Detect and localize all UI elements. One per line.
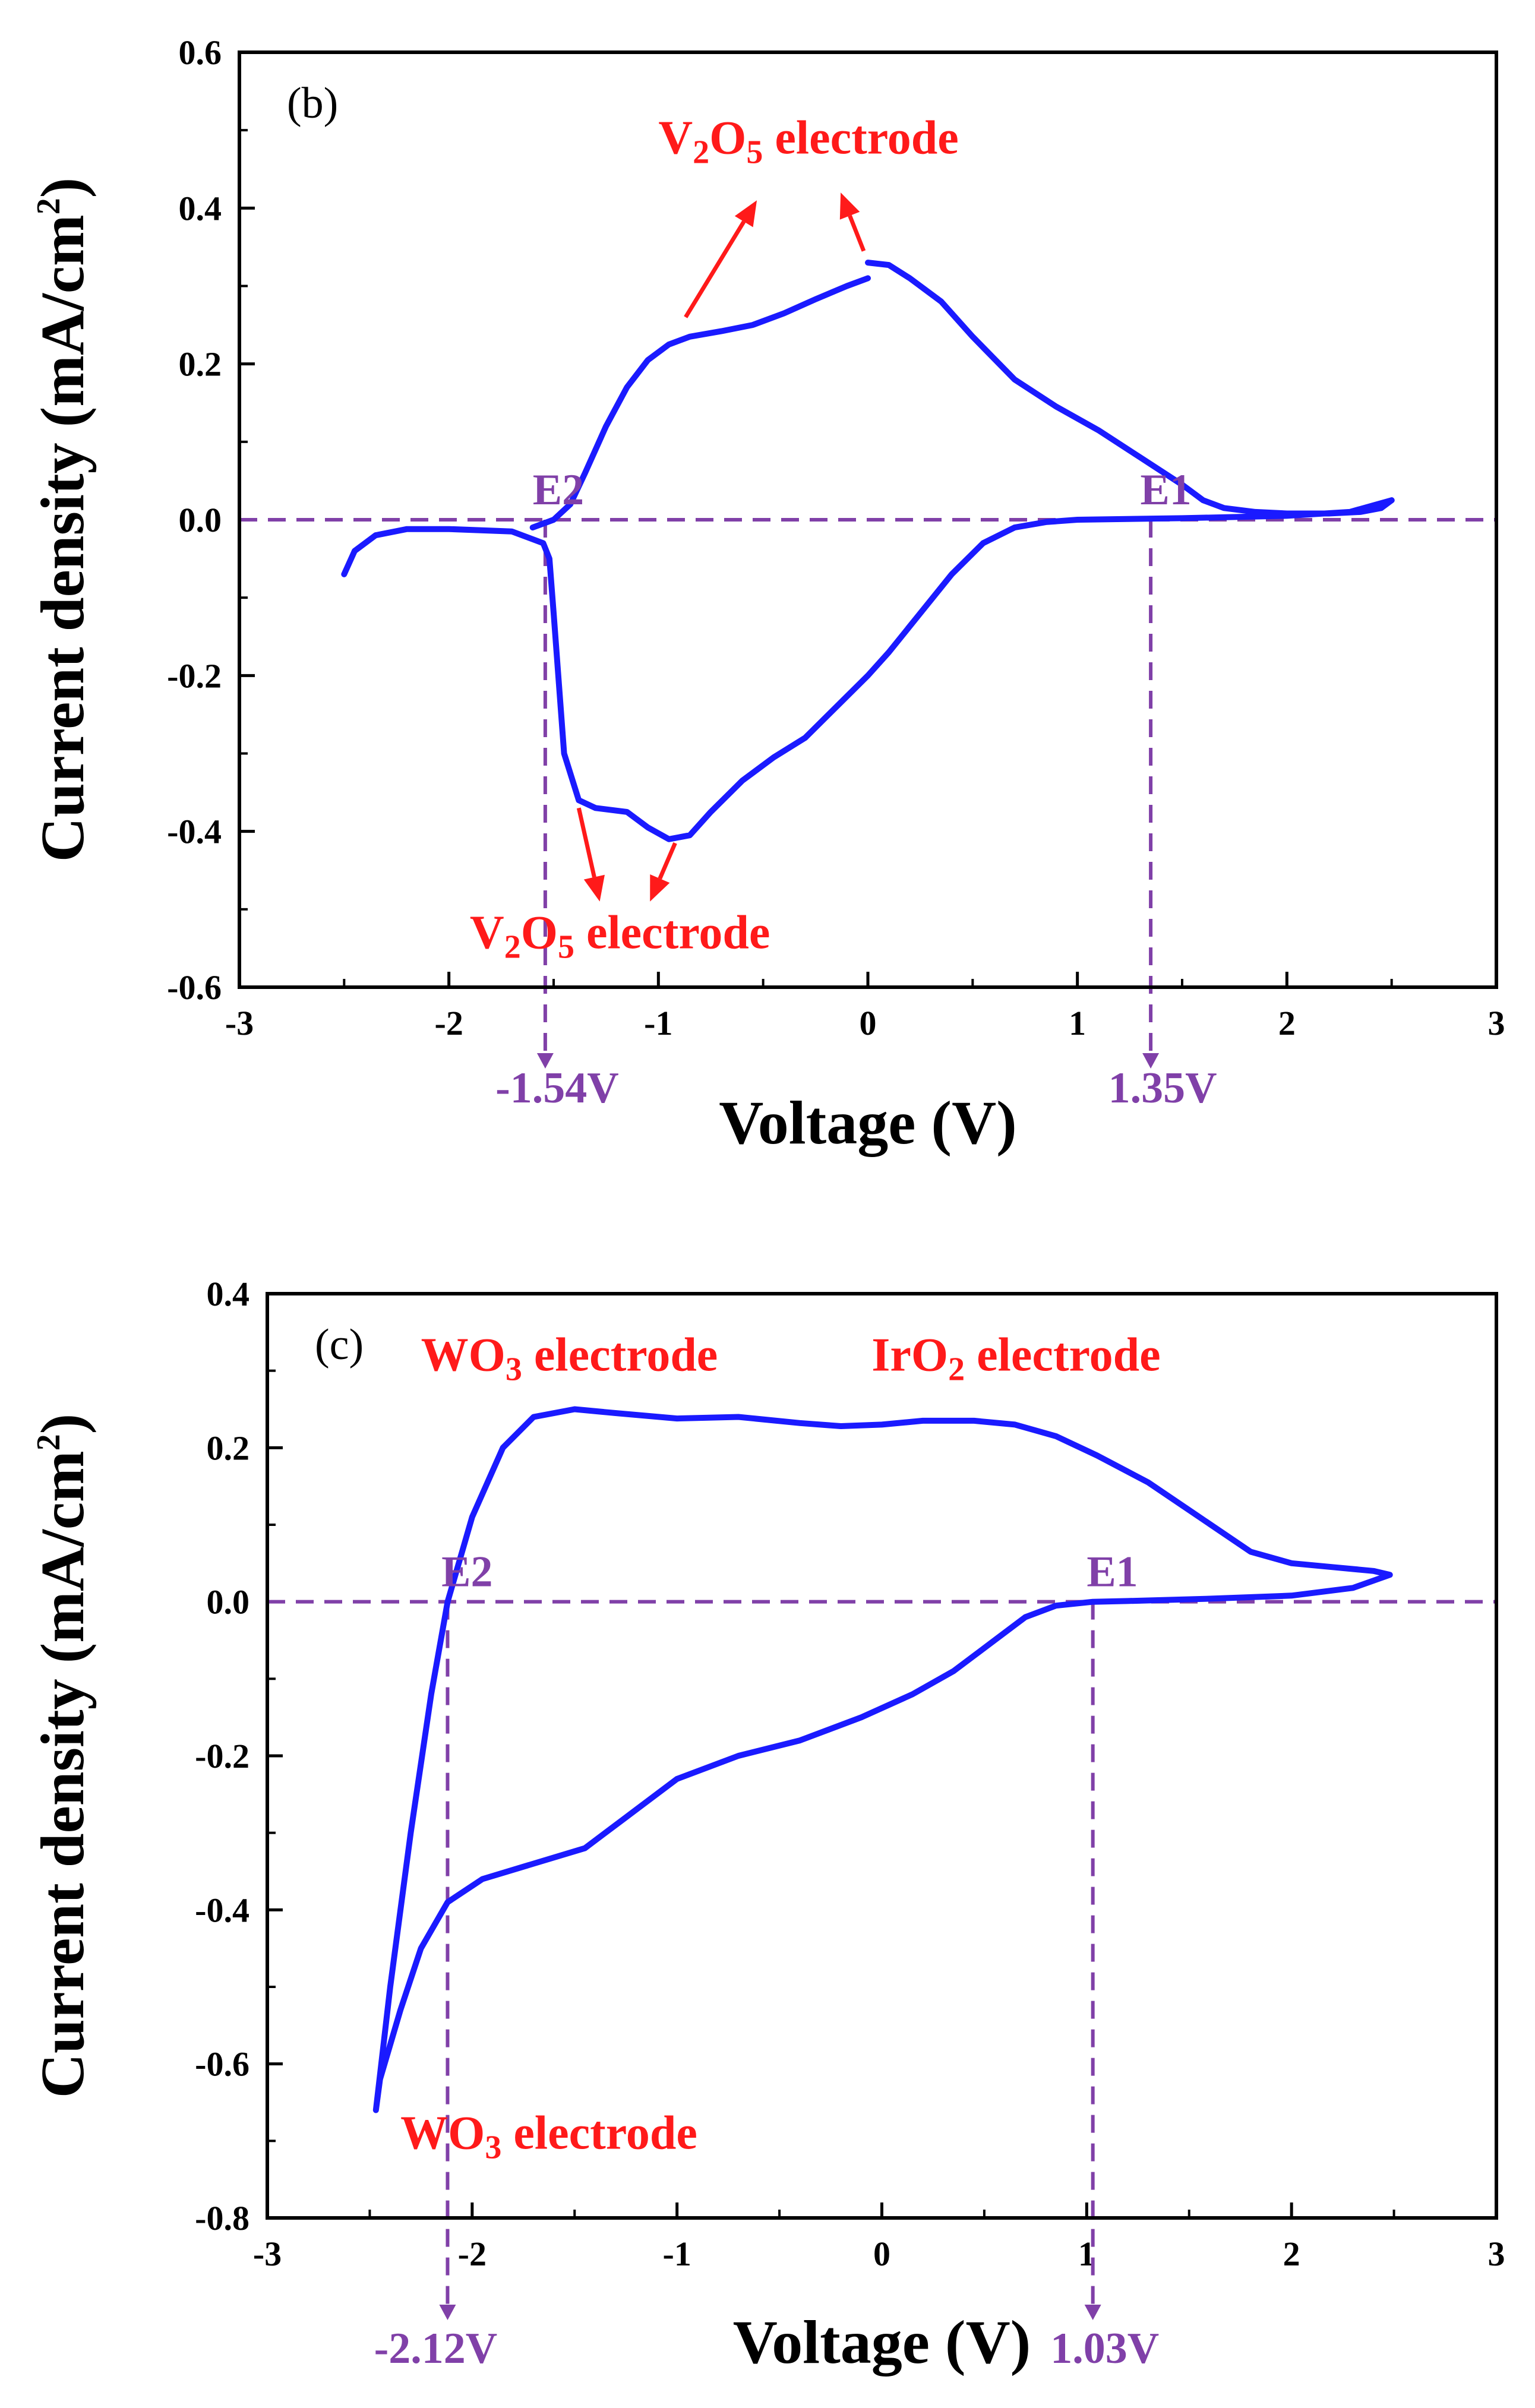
y-tick-label: 0.0 [207,1583,250,1622]
y-tick-label: -0.2 [167,656,222,695]
y-tick-label: 0.2 [179,345,222,384]
y-tick-label: -0.2 [195,1737,249,1775]
y-tick-label: -0.4 [167,813,222,851]
y-tick-label: -0.6 [195,2045,249,2084]
y-tick-label: 0.2 [207,1429,250,1467]
voltage-value-label: -1.54V [495,1064,619,1113]
plot-frame [266,1292,1498,2220]
x-axis-title: Voltage (V) [733,2308,1031,2377]
x-tick-label: -3 [253,2235,282,2273]
x-tick-label: -1 [644,1004,672,1042]
x-tick-label: -1 [663,2235,691,2273]
y-tick-label: 0.4 [207,1275,250,1313]
x-tick-label: 0 [860,1004,877,1042]
voltage-value-label: 1.03V [1050,2324,1159,2373]
panel-label: (b) [287,79,338,128]
plot-frame [238,50,1498,989]
electrode-label: WO3 electrode [421,1329,718,1388]
y-axis-title: Current density (mA/cm2) [29,1414,97,2099]
y-tick-label: -0.4 [195,1891,249,1929]
annotation-arrow [576,807,596,878]
data-series-lower-sweep [341,497,1395,842]
y-tick-label: -0.8 [195,2199,249,2238]
x-tick-label: 1 [1069,1004,1086,1042]
annotation-arrowhead [583,874,605,902]
chart-panel-b: -3 -2 -1 0 1 2 3 -0.6 -0.4 -0.2 0.0 0.2 0.4 0.6 -1.54V… [29,33,1505,1157]
x-tick-label: -2 [458,2235,487,2273]
voltage-arrowhead [1142,1053,1160,1069]
point-label-E2: E2 [441,1548,492,1597]
chart-panel-c: -3 -2 -1 0 1 2 3-0.8-0.6-0.4-0.20.00.20.4-2.12… [29,1275,1505,2377]
x-tick-label: -2 [435,1004,463,1042]
point-label-E2: E2 [533,466,584,514]
annotation-arrowhead [734,200,757,227]
voltage-arrowhead [439,2305,456,2320]
y-tick-label: 0.6 [179,33,222,72]
point-label-E1: E1 [1140,466,1191,514]
x-axis-title: Voltage (V) [719,1089,1017,1157]
x-tick-label: 0 [873,2235,890,2273]
x-tick-label: -3 [225,1004,254,1042]
data-series-cv-loop [372,1406,1393,2113]
annotation-arrowhead [839,192,860,220]
data-series-upper-sweep-1 [529,275,871,531]
voltage-arrowhead [1084,2305,1101,2320]
y-axis-title: Current density (mA/cm2) [29,178,97,862]
voltage-arrowhead [536,1053,554,1069]
electrode-label: V2O5 electrode [658,112,958,171]
annotation-arrowhead [650,874,670,902]
panel-label: (c) [315,1320,364,1369]
point-label-E1: E1 [1086,1548,1138,1597]
electrode-label: WO3 electrode [400,2107,697,2166]
annotation-arrow [658,842,677,880]
y-tick-label: 0.0 [179,501,222,539]
x-tick-label: 2 [1278,1004,1296,1042]
x-tick-label: 2 [1283,2235,1300,2273]
voltage-value-label: 1.35V [1108,1064,1217,1113]
electrode-label: IrO2 electrode [871,1329,1160,1388]
voltage-value-label: -2.12V [374,2324,498,2373]
x-tick-label: 3 [1488,1004,1505,1042]
y-tick-label: -0.6 [167,968,222,1007]
data-series-upper-sweep-2 [865,260,1395,517]
annotation-arrow [684,220,746,318]
y-tick-label: 0.4 [179,189,222,227]
annotation-arrow [848,214,866,252]
x-tick-label: 3 [1488,2235,1505,2273]
electrode-label: V2O5 electrode [470,906,770,965]
